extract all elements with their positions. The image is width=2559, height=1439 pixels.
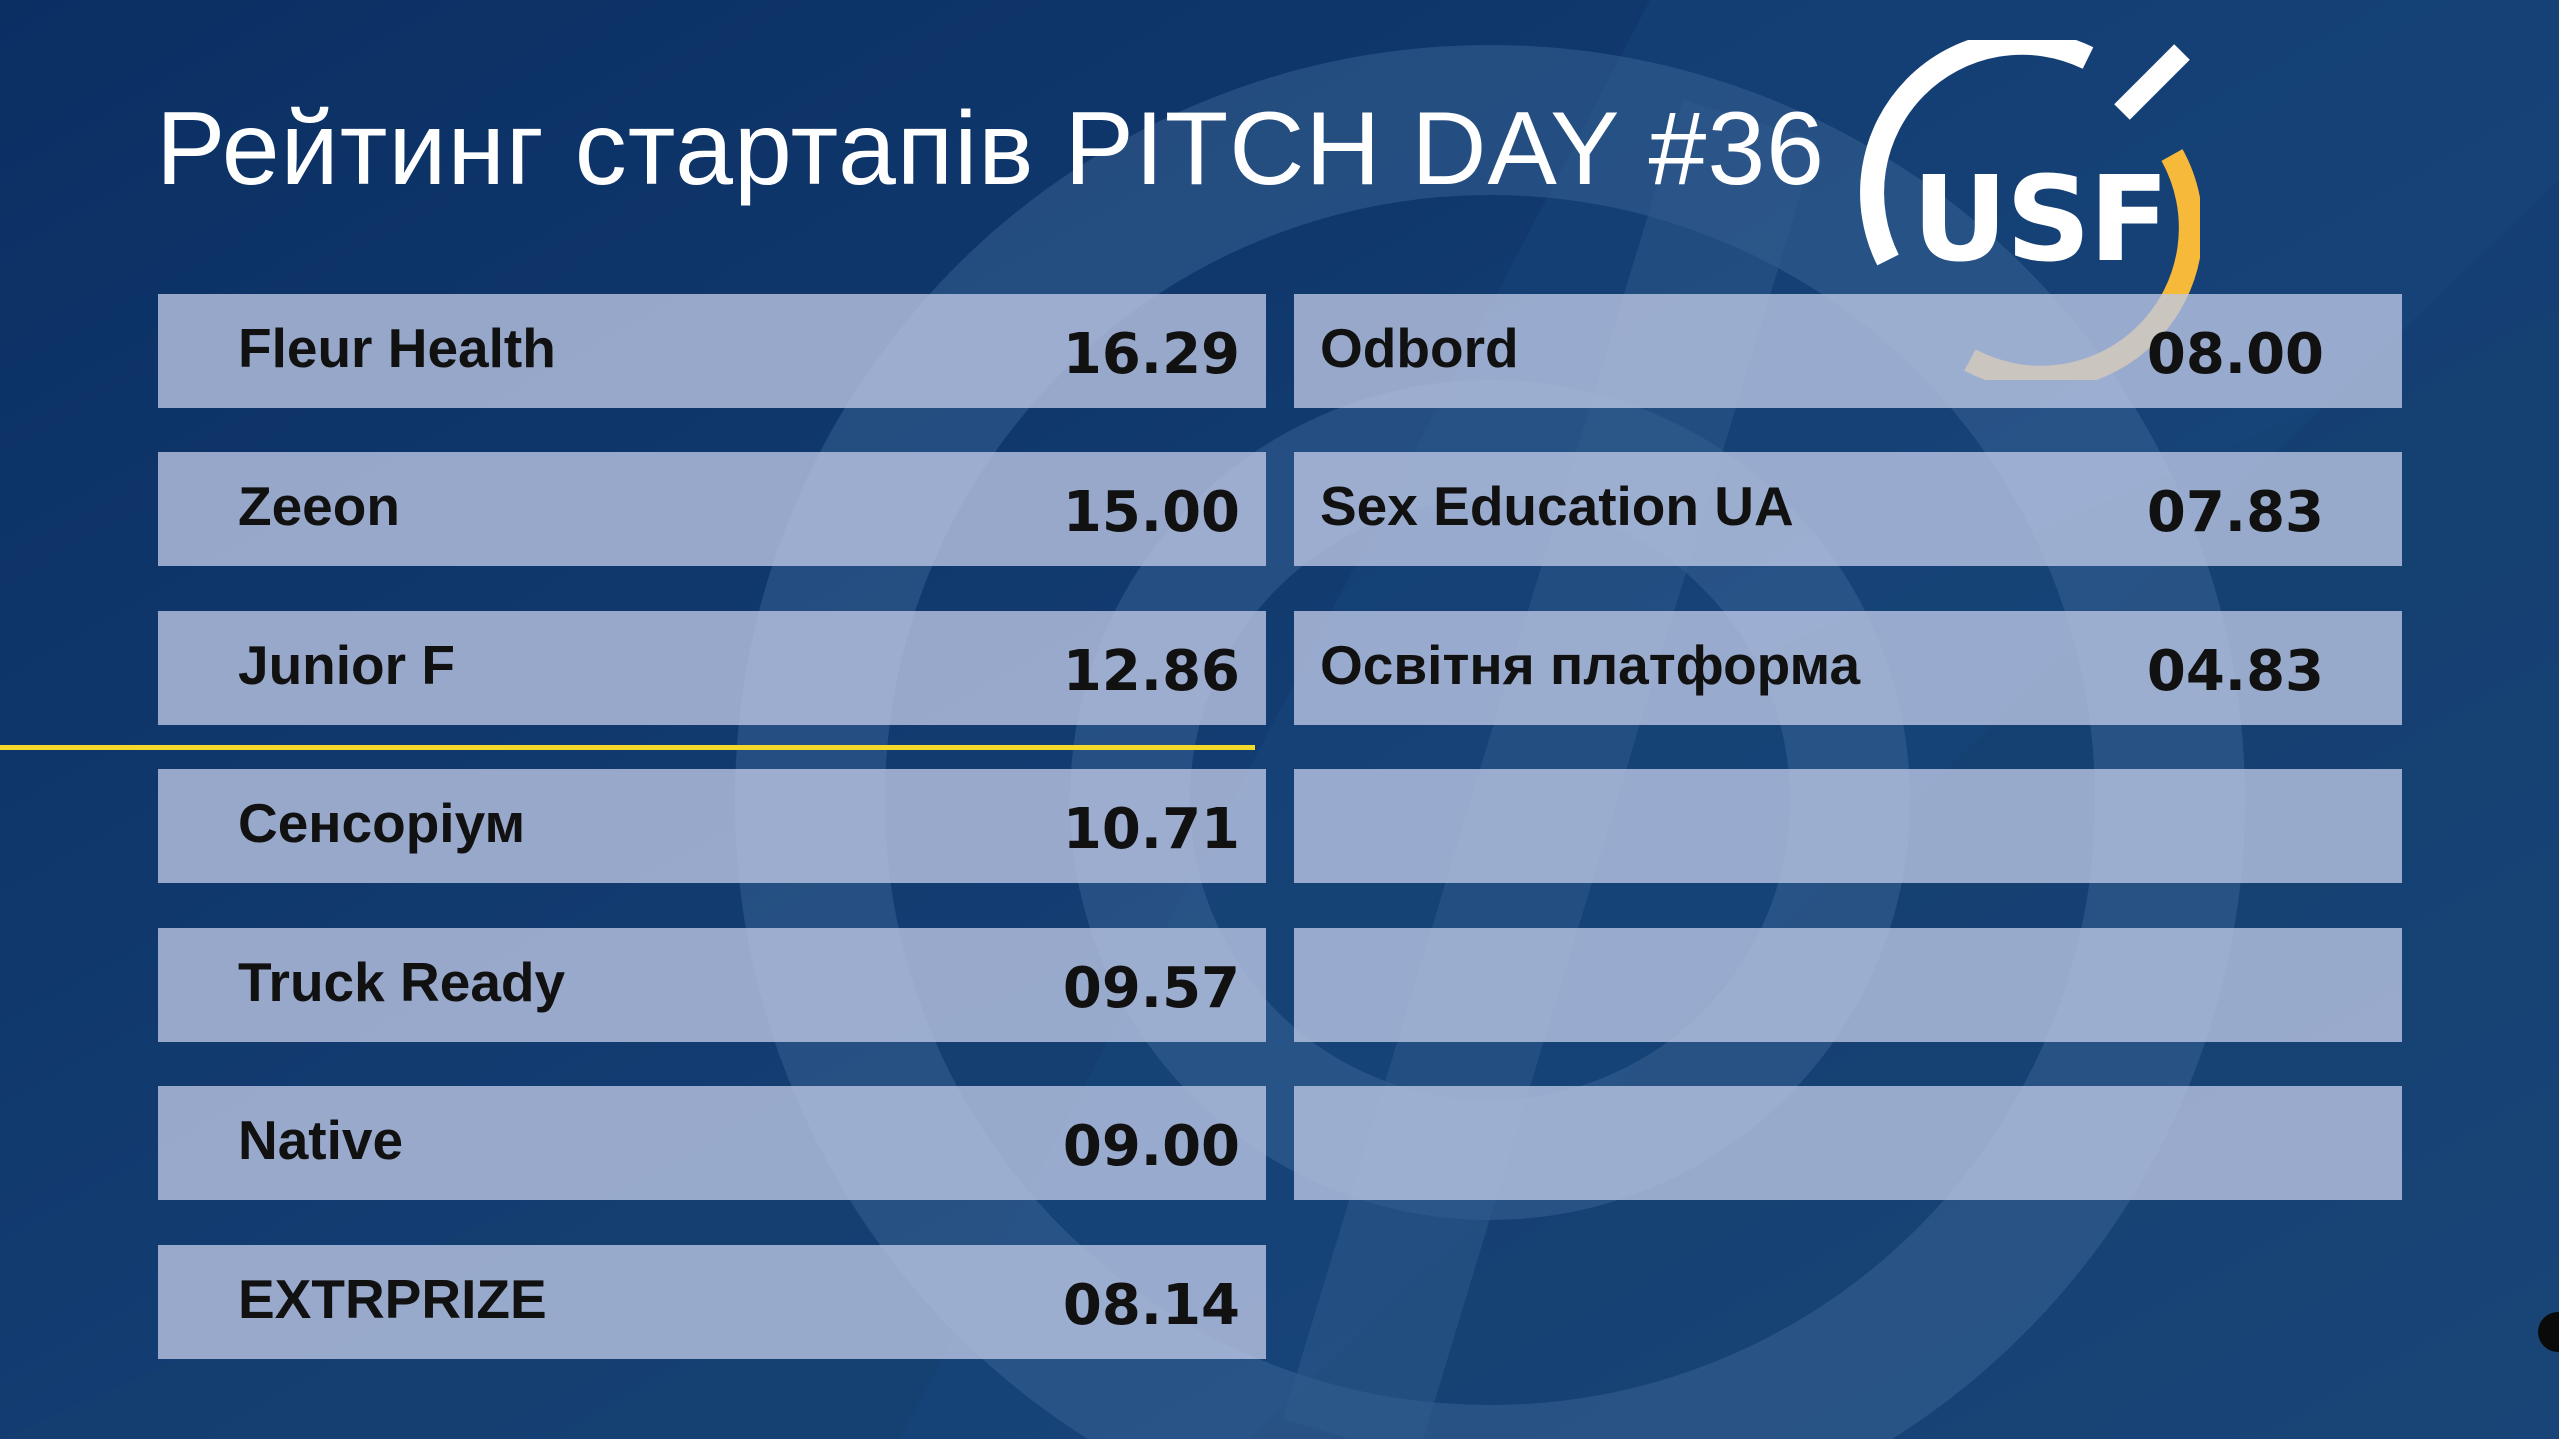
ranking-row: Truck Ready 09.57 [158,928,1266,1042]
ranking-row: Zeeon 15.00 [158,452,1266,566]
startup-name: Fleur Health [238,317,556,379]
startup-name: Junior F [238,634,455,696]
startup-score: 07.83 [2146,480,2324,545]
ranking-row: Fleur Health 16.29 [158,294,1266,408]
startup-name: Zeeon [238,475,400,537]
startup-name: Sex Education UA [1320,475,1794,537]
ranking-row-empty [1294,928,2402,1042]
startup-score: 09.57 [1062,956,1240,1021]
ranking-row: Sex Education UA 07.83 [1294,452,2402,566]
ranking-row: Odbord 08.00 [1294,294,2402,408]
slide-nav-button[interactable] [2538,1312,2559,1352]
page-title: Рейтинг стартапів PITCH DAY #36 [156,91,1825,207]
startup-score: 08.14 [1062,1273,1240,1338]
startup-name: Освітня платформа [1320,634,1861,696]
startup-score: 04.83 [2146,639,2324,704]
ranking-row: Освітня платформа 04.83 [1294,611,2402,725]
startup-score: 08.00 [2146,322,2324,387]
ranking-row: Native 09.00 [158,1086,1266,1200]
startup-score: 09.00 [1062,1114,1240,1179]
ranking-row: Junior F 12.86 [158,611,1266,725]
startup-score: 10.71 [1062,797,1240,862]
logo-text: USF [1912,150,2169,288]
startup-name: Сенсоріум [238,792,526,854]
startup-name: Native [238,1109,404,1171]
startup-name: Truck Ready [238,951,566,1013]
startup-score: 16.29 [1062,322,1240,387]
startup-score: 12.86 [1062,639,1240,704]
ranking-row: Сенсоріум 10.71 [158,769,1266,883]
cutoff-divider [0,745,1255,750]
startup-score: 15.00 [1062,480,1240,545]
startup-name: Odbord [1320,317,1519,379]
ranking-row-empty [1294,769,2402,883]
startup-name: EXTRPRIZE [238,1268,547,1330]
ranking-row-empty [1294,1086,2402,1200]
ranking-row: EXTRPRIZE 08.14 [158,1245,1266,1359]
